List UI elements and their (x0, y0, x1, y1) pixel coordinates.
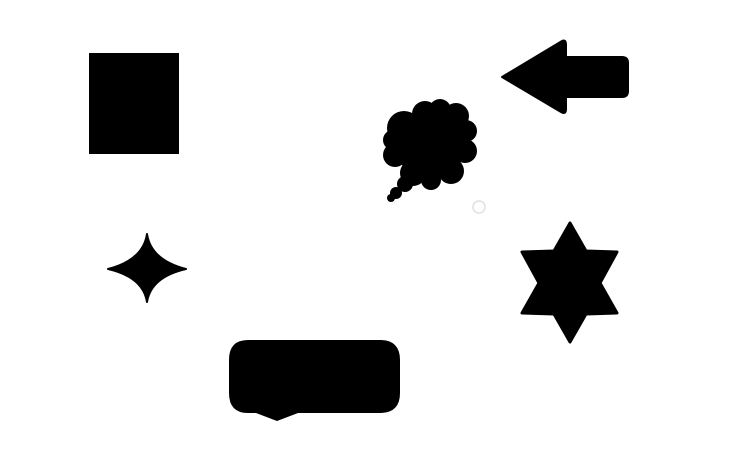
six-point-star-shape (520, 221, 619, 344)
four-point-star-shape (107, 233, 187, 303)
thought-bubble-shape (383, 99, 477, 202)
left-arrow-shape (501, 39, 629, 114)
small-circle-outline-shape (472, 200, 486, 214)
speech-bubble-shape (229, 340, 400, 421)
rectangle-shape (89, 53, 179, 154)
